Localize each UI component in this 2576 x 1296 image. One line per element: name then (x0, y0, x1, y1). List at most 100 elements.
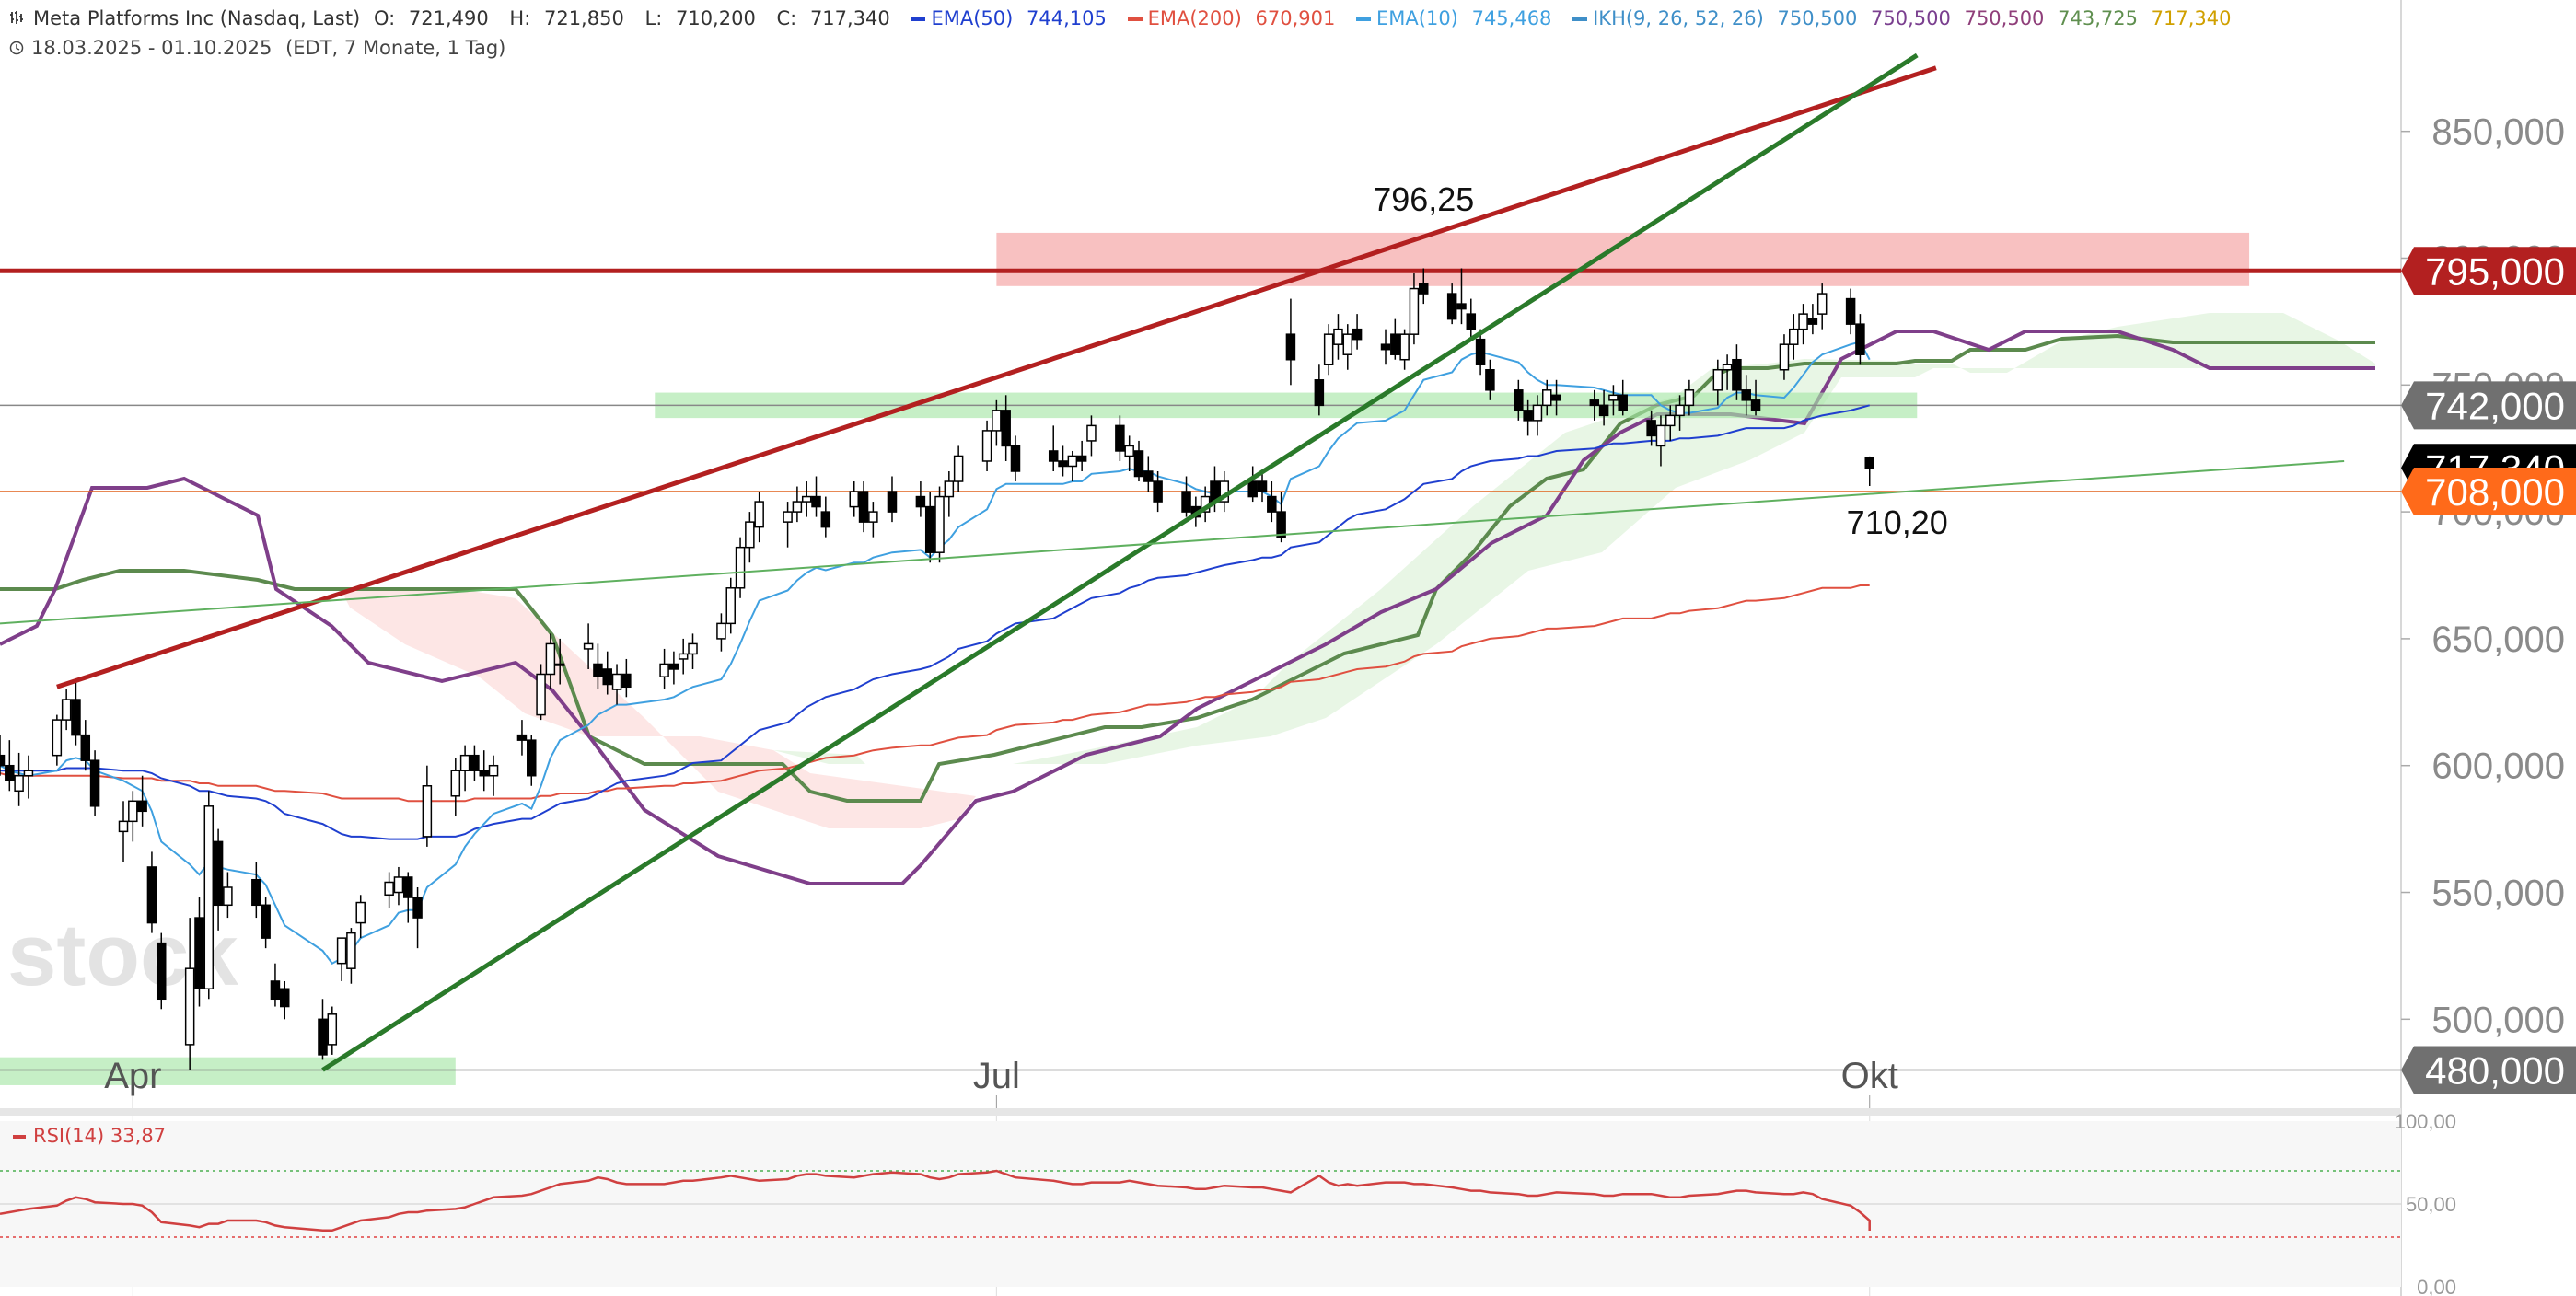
candle-body (1684, 389, 1695, 407)
indicator-ikh[interactable]: IKH(9, 26, 52, 26) 750,500 750,500 750,5… (1572, 7, 2238, 29)
candle-body (792, 501, 803, 513)
candle-body (1409, 287, 1420, 335)
candle-body (1276, 511, 1286, 538)
indicator-ema50[interactable]: EMA(50) 744,105 (911, 7, 1113, 29)
candle-body (137, 800, 147, 813)
trend-lines[interactable] (0, 52, 2345, 1072)
date-range: 18.03.2025 - 01.10.2025 (31, 37, 273, 59)
candle-body (251, 878, 261, 907)
instrument-title: Meta Platforms Inc (Nasdaq, Last) (33, 7, 361, 29)
candle-body (1741, 389, 1751, 401)
candle-body (849, 491, 859, 508)
candle-body (1323, 333, 1334, 365)
candle-body (1048, 450, 1059, 462)
candle-body (1864, 457, 1874, 469)
candle-body (0, 754, 6, 767)
rsi-label: RSI(14) (33, 1125, 105, 1147)
price-label-box (2401, 247, 2576, 295)
price-label-795000: 795,000 (2401, 247, 2576, 295)
candle-body (1133, 450, 1144, 478)
price-label-text: 742,000 (2425, 384, 2565, 427)
candle-body (1257, 480, 1268, 492)
candle-body (1247, 480, 1258, 498)
candle-body (536, 673, 546, 716)
candle-body (184, 967, 195, 1046)
candle-body (1646, 420, 1656, 437)
candle-body (223, 886, 233, 907)
candle-body (1675, 404, 1685, 417)
x-tick-label: Apr (104, 1056, 161, 1096)
rsi-swatch (13, 1135, 26, 1139)
candle-body (261, 904, 271, 939)
price-label-480000: 480,000 (2401, 1046, 2576, 1094)
candle-body (80, 734, 91, 761)
candle-body (1551, 394, 1561, 401)
bar-chart-icon[interactable] (9, 8, 26, 30)
rsi-legend[interactable]: RSI(14) 33,87 (13, 1125, 166, 1147)
ohlc-close: C: 717,340 (776, 7, 890, 29)
x-tick-label: Okt (1841, 1056, 1898, 1096)
ema50-line (0, 404, 1870, 840)
price-label-text: 795,000 (2425, 249, 2565, 293)
candle-body (118, 820, 129, 833)
rsi-tick-label: 0,00 (2417, 1276, 2456, 1296)
x-tick-label: Jul (973, 1056, 1020, 1096)
y-tick-label: 550,000 (2431, 874, 2565, 914)
candle-body (1115, 424, 1125, 452)
candle-body (953, 455, 964, 482)
annotation-low: 710,20 (1847, 503, 1948, 541)
candle-body (327, 1013, 338, 1046)
y-tick-label: 650,000 (2431, 619, 2565, 660)
candle-body (1456, 303, 1467, 310)
ohlc-high: H: 721,850 (509, 7, 624, 29)
candle-body (887, 491, 898, 513)
candle-body (593, 663, 603, 677)
candle-body (545, 642, 556, 676)
panel-separator (0, 1108, 2401, 1116)
y-tick-label: 500,000 (2431, 1000, 2565, 1040)
candle-body (156, 942, 167, 1001)
ema200-line (0, 584, 1870, 803)
candle-body (146, 866, 157, 924)
candle-body (1655, 424, 1666, 447)
candle-body (393, 876, 404, 894)
candle-body (270, 980, 281, 1001)
candle-body (516, 734, 528, 741)
candle-body (14, 774, 24, 793)
candle-body (716, 622, 726, 640)
indicator-ema10[interactable]: EMA(10) 745,468 (1356, 7, 1559, 29)
candle-body (868, 511, 878, 523)
price-label-742000: 742,000 (2401, 381, 2576, 430)
candle-body (1816, 293, 1828, 315)
candle-body (355, 901, 366, 924)
candle-body (336, 937, 347, 965)
candle-body (1058, 460, 1068, 468)
candle-body (1267, 495, 1277, 513)
candle-body (554, 663, 565, 666)
bullish-cloud (773, 313, 2375, 764)
candle-body (1589, 399, 1600, 407)
lower-trend (321, 52, 1919, 1072)
indicator-ema200[interactable]: EMA(200) 670,901 (1127, 7, 1343, 29)
chart-header: Meta Platforms Inc (Nasdaq, Last) O: 721… (0, 0, 2576, 59)
april-low-zone (0, 1057, 456, 1085)
header-row-2: 18.03.2025 - 01.10.2025 (EDT, 7 Monate, … (9, 37, 513, 60)
candle-body (1485, 369, 1495, 391)
candle-body (459, 754, 470, 771)
candle-body (1532, 404, 1543, 422)
candle-body (745, 521, 755, 549)
candle-body (1352, 328, 1363, 341)
candle-body (1390, 333, 1400, 355)
candle-body (678, 653, 689, 660)
candle-body (194, 917, 204, 989)
candle-body (1732, 358, 1742, 391)
candle-body (621, 673, 632, 688)
candle-body (1789, 328, 1799, 345)
rsi-line (0, 1169, 1871, 1232)
candle-body (488, 764, 499, 777)
candle-body (1618, 394, 1628, 411)
candle-body (1523, 410, 1533, 422)
